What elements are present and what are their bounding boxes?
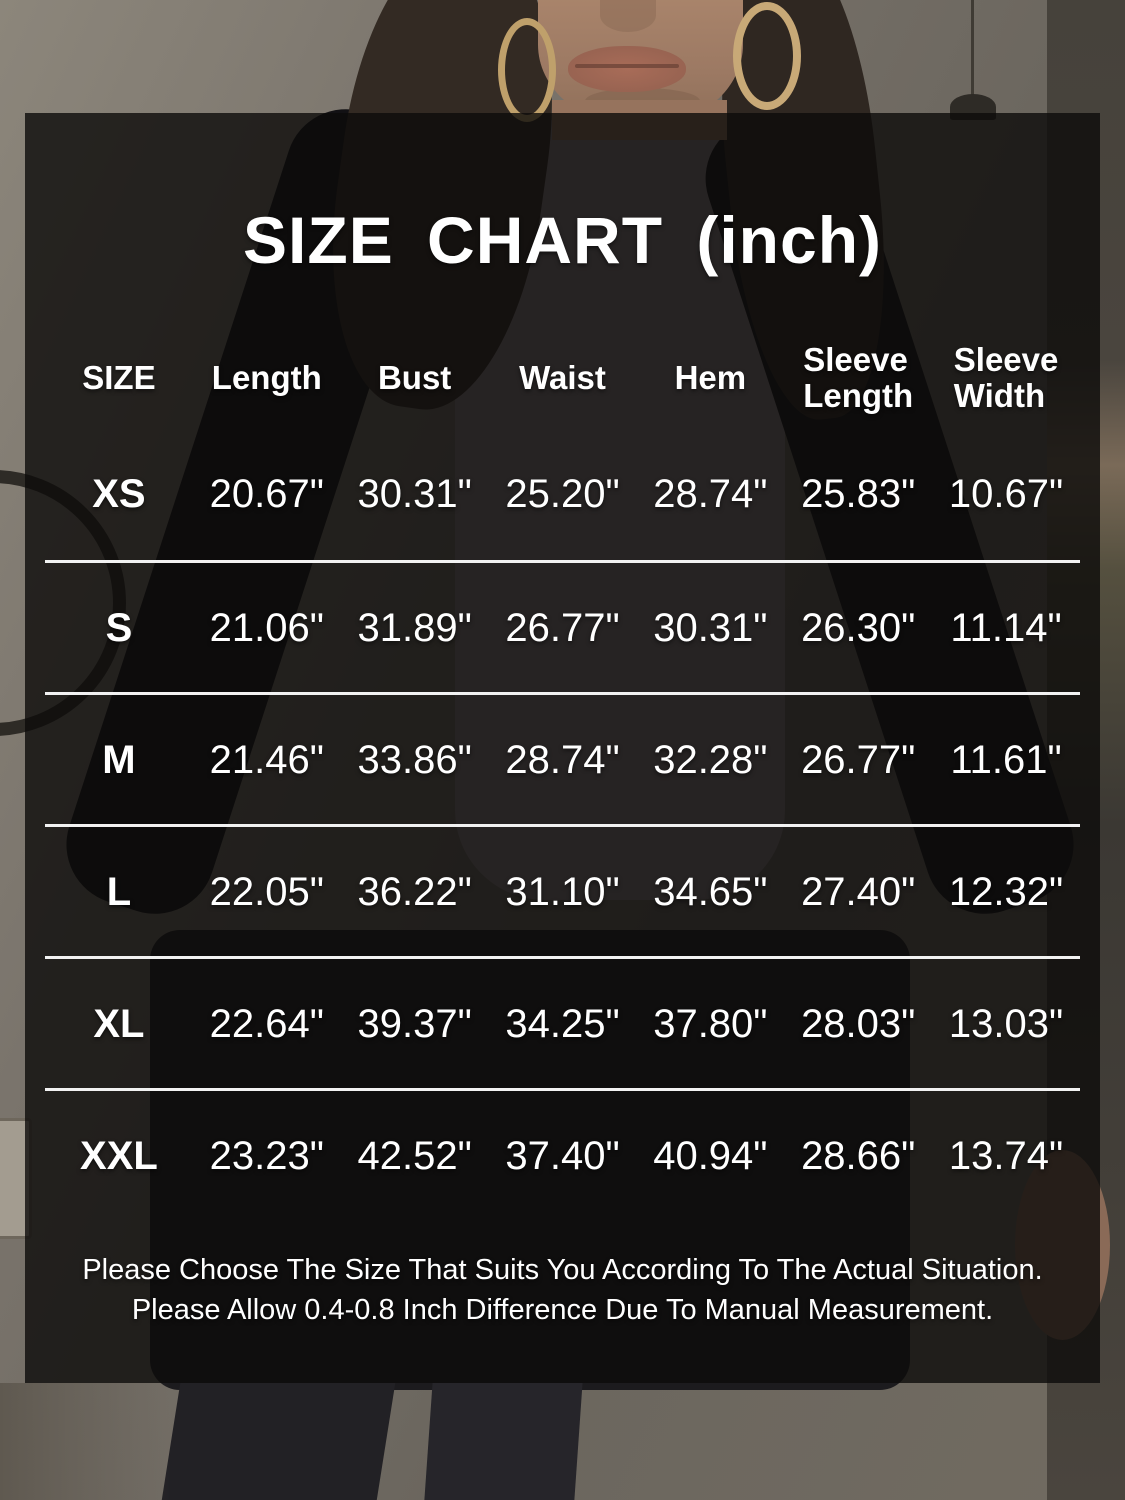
bust-value: 39.37": [357, 1001, 472, 1046]
table-row-s: S 21.06" 31.89" 26.77" 30.31" 26.30" 11.…: [45, 560, 1080, 692]
hem-value: 32.28": [653, 737, 768, 782]
column-header-bust: Bust: [341, 360, 489, 396]
length-value: 21.06": [209, 605, 324, 650]
page-title: SIZE CHART (inch): [243, 203, 882, 277]
bust-value: 42.52": [357, 1133, 472, 1178]
column-header-label: Length: [211, 359, 322, 396]
column-header-label: Sleeve Length: [803, 341, 914, 414]
sleeve-width-value: 10.67": [948, 472, 1064, 516]
bust-value: 36.22": [357, 869, 472, 914]
size-chart-panel: SIZE CHART (inch) SIZE Length Bust Waist…: [25, 113, 1100, 1383]
bust-value: 33.86": [357, 737, 472, 782]
hem-value: 34.65": [653, 869, 768, 914]
sleeve-length-value: 28.66": [801, 1133, 916, 1178]
hem-value: 40.94": [653, 1133, 768, 1178]
table-row-xxl: XXL 23.23" 42.52" 37.40" 40.94" 28.66" 1…: [45, 1088, 1080, 1220]
column-header-sleeve-width: Sleeve Width: [932, 342, 1080, 414]
waist-value: 37.40": [505, 1133, 620, 1178]
bust-value: 30.31": [357, 472, 472, 516]
table-row-m: M 21.46" 33.86" 28.74" 32.28" 26.77" 11.…: [45, 692, 1080, 824]
column-header-label: Sleeve Width: [953, 341, 1059, 414]
bust-value: 31.89": [357, 605, 472, 650]
column-header-label: SIZE: [82, 359, 156, 396]
sleeve-length-value: 27.40": [801, 869, 916, 914]
waist-value: 26.77": [505, 605, 620, 650]
measurement-note-line2: Please Allow 0.4-0.8 Inch Difference Due…: [131, 1294, 994, 1326]
size-label: XS: [92, 472, 146, 516]
length-value: 21.46": [209, 737, 324, 782]
sleeve-width-value: 12.32": [948, 869, 1064, 914]
column-header-size: SIZE: [45, 360, 193, 396]
table-row-l: L 22.05" 36.22" 31.10" 34.65" 27.40" 12.…: [45, 824, 1080, 956]
length-value: 22.05": [209, 869, 324, 914]
size-label: XL: [93, 1001, 145, 1046]
size-label: S: [105, 605, 133, 650]
column-header-label: Hem: [674, 359, 747, 396]
table-row-xl: XL 22.64" 39.37" 34.25" 37.80" 28.03" 13…: [45, 956, 1080, 1088]
measurement-note-line1: Please Choose The Size That Suits You Ac…: [82, 1254, 1043, 1286]
table-row-xs: XS 20.67" 30.31" 25.20" 28.74" 25.83" 10…: [45, 428, 1080, 560]
measurement-note: Please Choose The Size That Suits You Ac…: [25, 1250, 1100, 1330]
sleeve-width-value: 11.14": [950, 605, 1062, 650]
length-value: 22.64": [209, 1001, 324, 1046]
column-header-hem: Hem: [636, 360, 784, 396]
length-value: 23.23": [209, 1133, 324, 1178]
hem-value: 28.74": [653, 472, 768, 516]
model-lips: [568, 46, 686, 92]
size-table: SIZE Length Bust Waist Hem Sleeve Length…: [45, 328, 1080, 1220]
model-leg-left: [159, 1383, 396, 1500]
hoop-earring-left: [498, 18, 556, 122]
size-label: L: [106, 869, 132, 914]
column-header-sleeve-length: Sleeve Length: [784, 342, 932, 414]
hem-value: 30.31": [653, 605, 768, 650]
size-label: M: [102, 737, 136, 782]
background-shadow: [0, 1383, 170, 1500]
sleeve-length-value: 26.30": [801, 605, 916, 650]
waist-value: 34.25": [505, 1001, 620, 1046]
column-header-waist: Waist: [489, 360, 637, 396]
column-header-label: Bust: [377, 359, 452, 396]
column-header-length: Length: [193, 360, 341, 396]
length-value: 20.67": [209, 472, 324, 516]
size-label: XXL: [80, 1133, 158, 1178]
hem-value: 37.80": [653, 1001, 768, 1046]
sleeve-width-value: 11.61": [950, 737, 1062, 782]
waist-value: 28.74": [505, 737, 620, 782]
hoop-earring-right: [733, 2, 801, 110]
column-header-label: Waist: [519, 359, 606, 396]
sleeve-length-value: 25.83": [801, 472, 916, 516]
model-mouth-line: [575, 64, 679, 68]
sleeve-width-value: 13.74": [948, 1133, 1064, 1178]
sleeve-length-value: 26.77": [801, 737, 916, 782]
table-header-row: SIZE Length Bust Waist Hem Sleeve Length…: [45, 328, 1080, 428]
waist-value: 31.10": [505, 869, 620, 914]
sleeve-length-value: 28.03": [801, 1001, 916, 1046]
lamp-cord: [971, 0, 974, 100]
model-leg-right: [423, 1383, 583, 1500]
model-nose: [600, 0, 656, 32]
sleeve-width-value: 13.03": [948, 1001, 1064, 1046]
waist-value: 25.20": [505, 472, 620, 516]
